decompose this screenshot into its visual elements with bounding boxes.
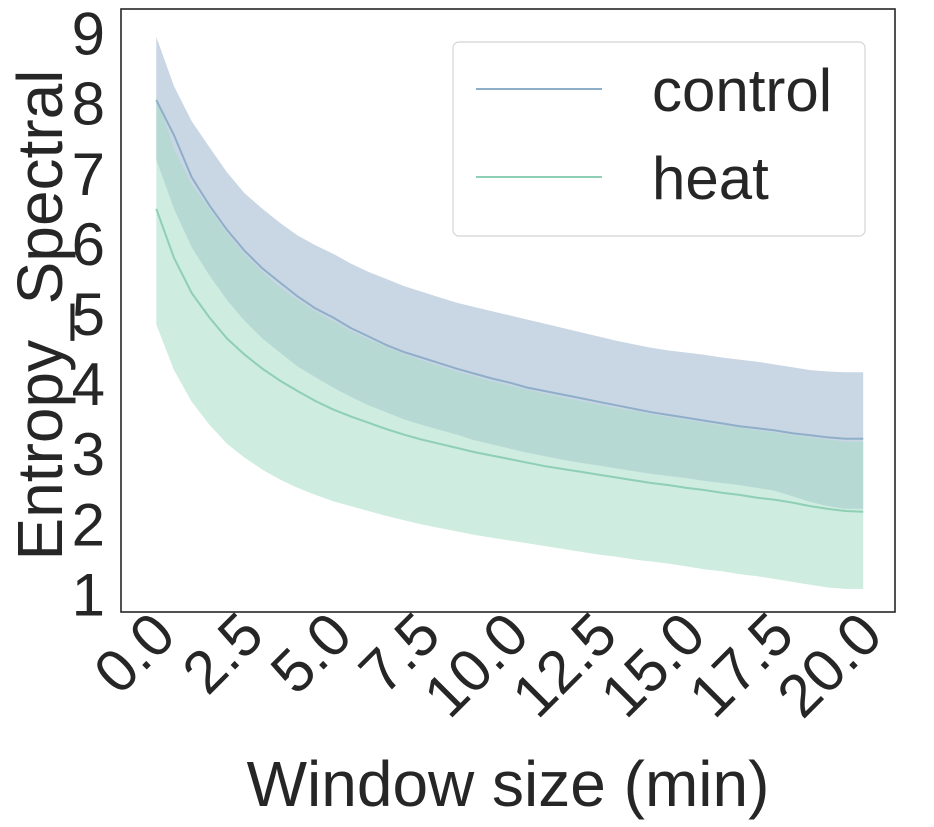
band-heat (156, 96, 864, 589)
legend-label-heat: heat (652, 145, 769, 212)
x-tick-label: 20.0 (764, 600, 894, 730)
plot-frame (120, 8, 896, 613)
y-tick-label: 6 (72, 211, 105, 278)
y-tick-label: 3 (72, 421, 105, 488)
y-tick-label: 5 (72, 281, 105, 348)
y-tick-label: 7 (72, 141, 105, 208)
x-axis-label: Window size (min) (247, 748, 770, 820)
y-tick-label: 2 (72, 491, 105, 558)
band-control (156, 37, 864, 509)
x-tick-label: 5.0 (258, 600, 364, 706)
y-axis-label: Entropy_Spectral (4, 70, 76, 561)
legend-box (452, 41, 866, 237)
y-tick-label: 8 (72, 71, 105, 138)
legend: control heat (452, 41, 866, 237)
series-lines (155, 99, 864, 513)
y-tick-label: 1 (72, 561, 105, 628)
y-tick-label: 9 (72, 1, 105, 68)
y-tick-label: 4 (72, 351, 105, 418)
x-tick-labels: 0.02.55.07.510.012.515.017.520.0 (81, 600, 894, 730)
confidence-bands (156, 37, 864, 589)
x-tick-label: 2.5 (170, 600, 276, 706)
line-heat (155, 208, 864, 513)
legend-label-control: control (652, 57, 832, 124)
line-control (155, 99, 864, 440)
